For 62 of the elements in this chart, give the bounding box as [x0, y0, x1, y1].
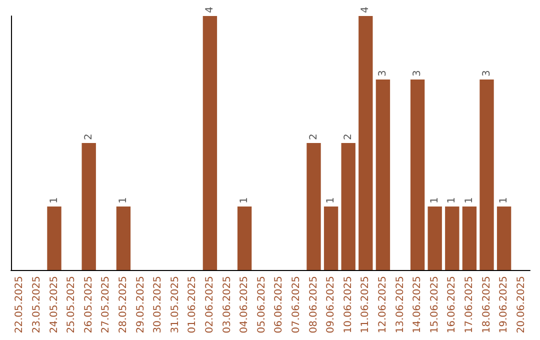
- data-label: 3: [377, 70, 388, 76]
- x-tick-label: 06.06.2025: [274, 276, 285, 334]
- data-label: 4: [204, 6, 216, 13]
- data-label: 4: [360, 6, 372, 13]
- data-label: 1: [239, 197, 250, 204]
- data-label: 1: [446, 197, 458, 204]
- x-tick-label: 15.06.2025: [429, 276, 440, 334]
- bar: [428, 206, 442, 270]
- data-label: 3: [412, 70, 424, 76]
- data-label: 1: [429, 197, 440, 204]
- x-tick-label: 24.05.2025: [48, 276, 60, 334]
- data-label: 1: [48, 197, 60, 204]
- data-label: 1: [326, 197, 337, 204]
- x-tick-label: 03.06.2025: [222, 276, 233, 334]
- x-tick-label: 25.05.2025: [66, 276, 78, 334]
- x-tick-label: 14.06.2025: [412, 276, 424, 334]
- bar: [324, 206, 338, 270]
- bar: [202, 16, 218, 270]
- x-tick-label: 29.05.2025: [135, 276, 146, 334]
- x-tick-label: 01.06.2025: [187, 276, 198, 334]
- x-tick-label: 07.06.2025: [290, 276, 302, 334]
- x-tick-label: 08.06.2025: [308, 276, 320, 334]
- data-label: 1: [498, 197, 510, 204]
- bar: [116, 206, 131, 270]
- data-label: 1: [118, 197, 129, 204]
- x-tick-label: 17.06.2025: [464, 276, 475, 334]
- x-tick-label: 05.06.2025: [256, 276, 268, 334]
- x-tick-label: 13.06.2025: [394, 276, 406, 334]
- data-label: 2: [342, 134, 354, 140]
- x-tick-label: 30.05.2025: [152, 276, 164, 334]
- bar: [376, 80, 390, 270]
- bar: [496, 206, 512, 270]
- x-tick-label: 22.05.2025: [14, 276, 26, 334]
- bar: [306, 143, 321, 270]
- bar: [462, 206, 477, 270]
- x-tick-label: 27.05.2025: [100, 276, 112, 334]
- data-label: 2: [308, 134, 320, 140]
- bar: [341, 143, 356, 270]
- x-tick-label: 11.06.2025: [360, 276, 372, 334]
- data-label: 2: [83, 134, 94, 140]
- x-tick-label: 12.06.2025: [377, 276, 388, 334]
- bar: [237, 206, 252, 270]
- bar: [47, 206, 62, 270]
- x-tick-label: 19.06.2025: [498, 276, 510, 334]
- data-label: 1: [464, 197, 475, 204]
- x-tick-label: 04.06.2025: [239, 276, 250, 334]
- x-tick-label: 20.06.2025: [516, 276, 527, 334]
- bar: [480, 80, 494, 270]
- x-tick-label: 28.05.2025: [118, 276, 129, 334]
- x-tick-label: 26.05.2025: [83, 276, 94, 334]
- x-tick-label: 02.06.2025: [204, 276, 216, 334]
- data-label: 3: [481, 70, 492, 76]
- bar: [410, 80, 425, 270]
- x-tick-label: 23.05.2025: [31, 276, 42, 334]
- x-tick-label: 09.06.2025: [326, 276, 337, 334]
- x-tick-label: 16.06.2025: [446, 276, 458, 334]
- bar: [445, 206, 460, 270]
- bar: [82, 143, 96, 270]
- bar: [358, 16, 373, 270]
- x-tick-label: 10.06.2025: [342, 276, 354, 334]
- x-tick-label: 31.05.2025: [170, 276, 181, 334]
- x-tick-label: 18.06.2025: [481, 276, 492, 334]
